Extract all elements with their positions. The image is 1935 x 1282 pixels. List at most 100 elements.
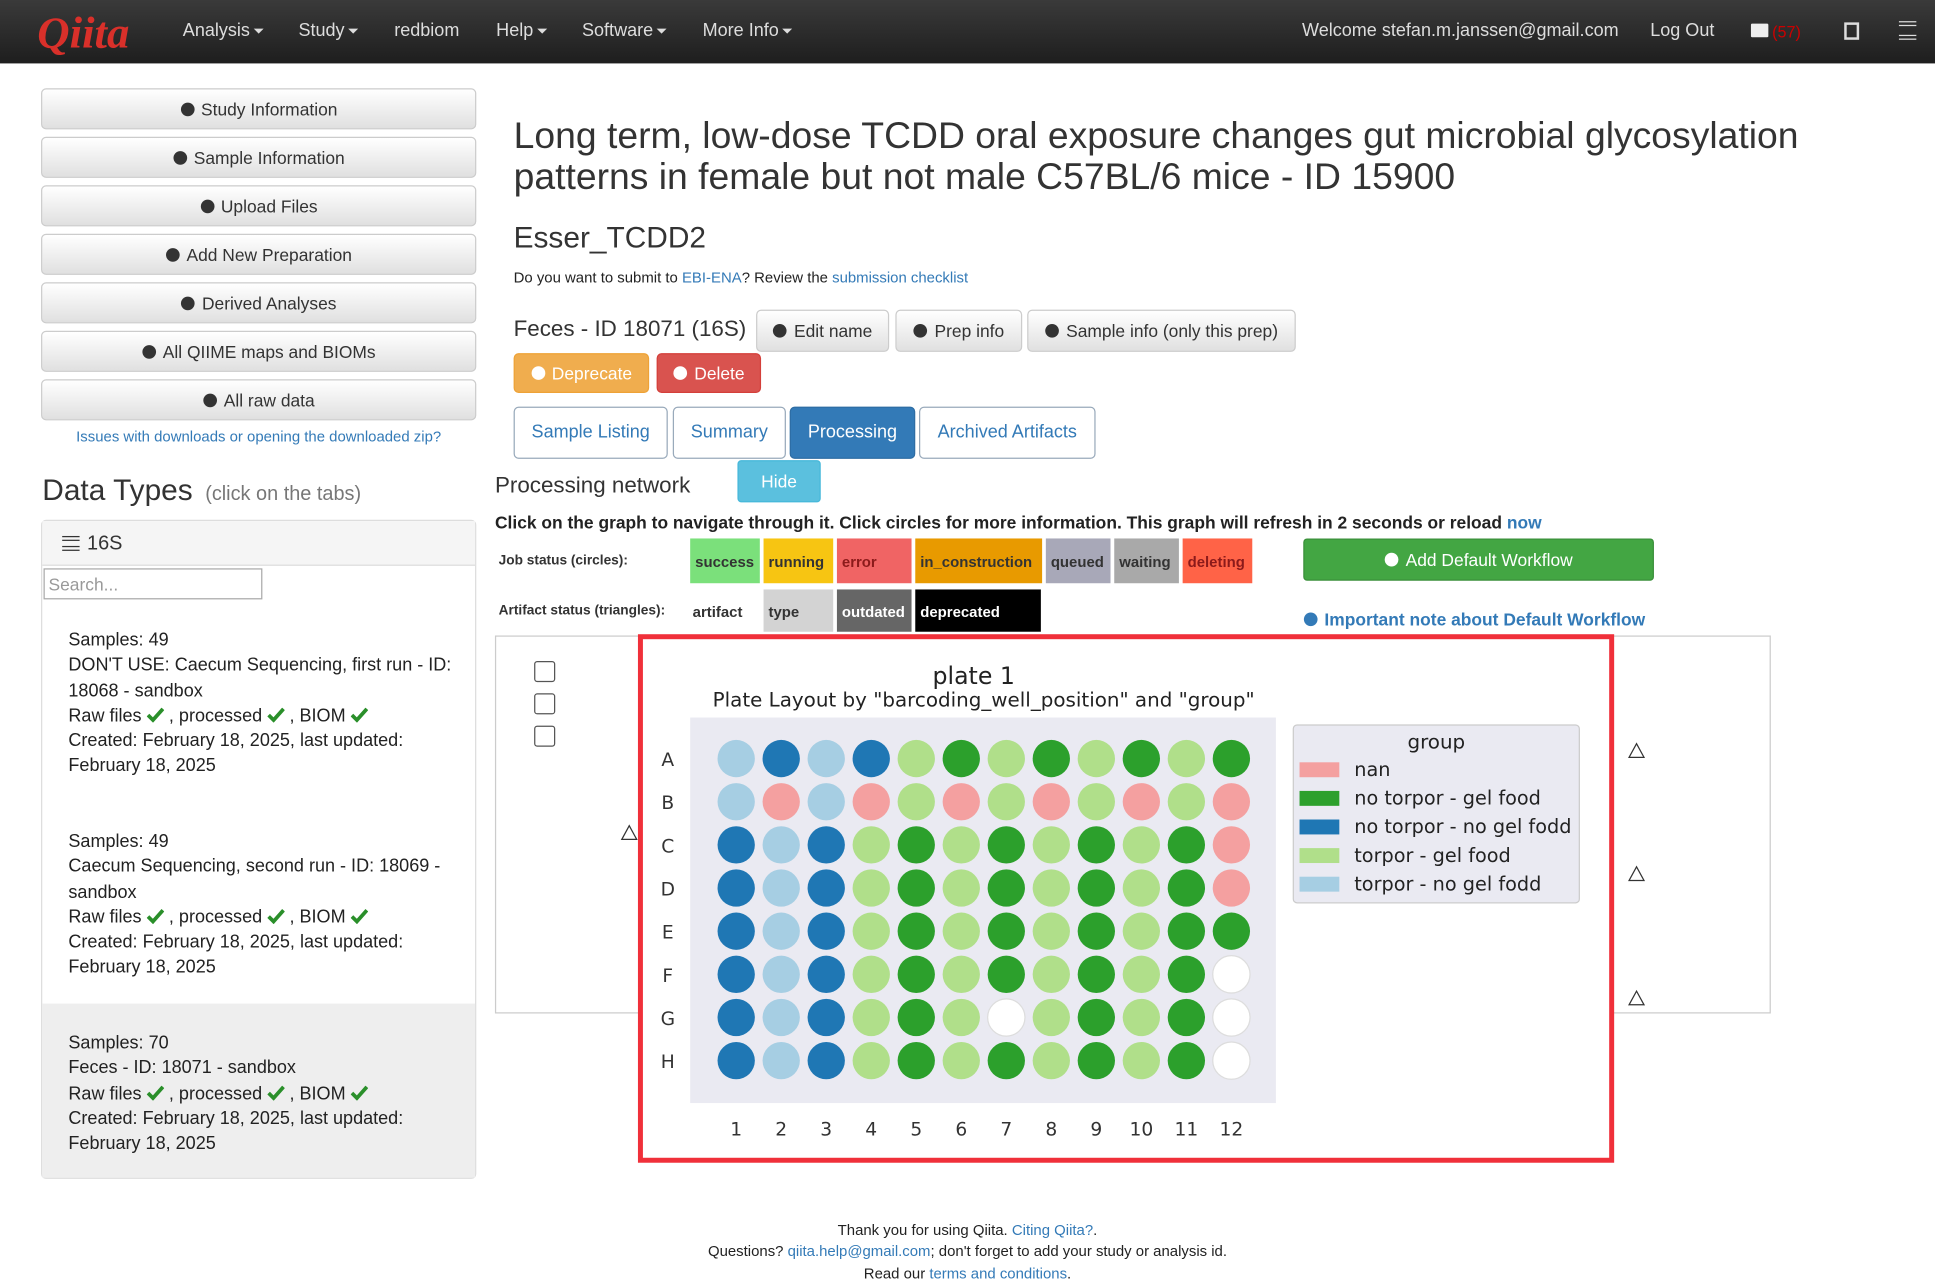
footer-link[interactable]: qiita.help@gmail.com [787, 1242, 931, 1260]
well [852, 1041, 890, 1080]
panel-header [42, 521, 476, 566]
delete-button[interactable]: Delete [656, 353, 762, 393]
tab[interactable]: Processing [789, 406, 916, 459]
logout-link[interactable]: Log Out [1650, 21, 1715, 42]
footer-text: Read our [863, 1264, 930, 1282]
prep-button[interactable]: Prep info [895, 309, 1023, 352]
data-types-hint: (click on the tabs) [205, 483, 362, 505]
sidebar-button[interactable]: Add New Preparation [41, 233, 477, 275]
hide-button[interactable]: Hide [737, 460, 821, 503]
row-label: H [661, 1052, 675, 1073]
column-label: 11 [1174, 1119, 1198, 1140]
welcome-text: Welcome stefan.m.janssen@gmail.com [1302, 21, 1619, 42]
important-note[interactable]: Important note about Default Workflow [1303, 609, 1645, 629]
well [942, 1041, 980, 1080]
prep-button[interactable]: Edit name [756, 309, 890, 352]
well [1032, 1041, 1070, 1080]
nav-menu-item[interactable]: Help [496, 22, 547, 40]
check-icon [146, 1085, 165, 1101]
footer-line: Read our terms and conditions. [0, 1265, 1935, 1282]
biom: , BIOM [289, 706, 346, 727]
network-box [494, 635, 1771, 1014]
brand-logo[interactable]: Qiita [37, 7, 130, 58]
icon [773, 323, 788, 338]
tab[interactable]: Sample Listing [513, 406, 668, 459]
now-link[interactable]: now [1506, 512, 1542, 533]
navbar [0, 0, 1935, 64]
well [987, 1041, 1025, 1080]
icon [531, 366, 545, 380]
biom: , BIOM [289, 1083, 346, 1104]
prep-item[interactable]: Samples: 49 DON'T USE: Caecum Sequencing,… [68, 628, 454, 779]
footer-line: Questions? qiita.help@gmail.com; don't f… [0, 1242, 1935, 1259]
prep-item[interactable]: Samples: 49 Caecum Sequencing, second run… [68, 829, 454, 980]
list-icon [1844, 22, 1860, 40]
processed: , processed [168, 907, 263, 928]
button-label: Deprecate [551, 363, 633, 384]
prep-samples: Samples: 70 [68, 1033, 169, 1054]
sidebar-button[interactable]: All QIIME maps and BIOMs [41, 330, 477, 372]
column-label: 12 [1220, 1119, 1244, 1140]
artifact-status: outdated [836, 589, 912, 632]
job-status: success [690, 538, 760, 584]
nav-menu-item[interactable]: Software [582, 22, 667, 40]
ebi-link[interactable]: EBI-ENA [681, 268, 742, 287]
column-label: 3 [820, 1119, 832, 1140]
caret [253, 28, 264, 34]
column-label: 9 [1090, 1119, 1102, 1140]
study-title: Long term, low-dose TCDD oral exposure c… [513, 115, 1799, 198]
job-status: waiting [1114, 538, 1179, 584]
add-default-workflow[interactable]: Add Default Workflow [1303, 538, 1654, 581]
data-types-title: Data Types [42, 473, 193, 508]
icon [165, 247, 180, 262]
raw-files: Raw files [68, 1083, 142, 1104]
icon [1385, 552, 1399, 567]
button-label: Delete [694, 363, 745, 384]
artifact-status: type [763, 589, 834, 632]
footer-link[interactable]: Citing Qiita? [1011, 1221, 1094, 1239]
prep-files: Raw files , processed , BIOM [68, 1081, 454, 1106]
caret [348, 28, 359, 34]
job-status: running [763, 538, 834, 584]
prep-created: Created: February 18, 2025, last updated… [68, 1109, 404, 1155]
icon [181, 295, 196, 310]
instructions: Click on the graph to navigate through i… [495, 512, 1542, 532]
nav-menu-item[interactable]: redbiom [394, 21, 460, 42]
caret [782, 28, 793, 34]
checklist-link[interactable]: submission checklist [832, 268, 969, 287]
prep-button[interactable]: Sample info (only this prep) [1027, 309, 1296, 352]
tab[interactable]: Archived Artifacts [918, 406, 1096, 459]
tab-16s[interactable]: 16S [87, 533, 123, 555]
column-label: 1 [730, 1119, 742, 1140]
check-icon [146, 707, 165, 723]
column-label: 2 [775, 1119, 787, 1140]
deprecate-button[interactable]: Deprecate [513, 353, 650, 393]
button-label: Edit name [793, 320, 873, 341]
sidebar-button[interactable]: Sample Information [41, 136, 477, 178]
nav-menu-item[interactable]: More Info [703, 22, 793, 40]
sidebar-button[interactable]: Derived Analyses [41, 282, 477, 324]
well [807, 1041, 845, 1080]
processed: , processed [168, 1083, 263, 1104]
search-input[interactable]: Search... [43, 568, 263, 600]
mail-icon [1750, 23, 1769, 38]
prep-item[interactable]: Samples: 70 Feces - ID: 18071 - sandbox Ra… [68, 1031, 454, 1157]
study-alias: Esser_TCDD2 [513, 221, 706, 255]
nav-menu-item[interactable]: Study [298, 22, 359, 40]
sidebar-button[interactable]: Study Information [41, 88, 477, 130]
issues-link[interactable]: Issues with downloads or opening the dow… [76, 427, 442, 446]
prep-name: Feces - ID: 18071 - sandbox [68, 1058, 296, 1079]
sidebar-button[interactable]: All raw data [41, 379, 477, 421]
footer-text: ; don't forget to add your study or anal… [930, 1242, 1228, 1260]
well [897, 1041, 935, 1080]
note-label: Important note about Default Workflow [1324, 609, 1646, 630]
tab[interactable]: Summary [672, 406, 786, 459]
sidebar-button[interactable]: Upload Files [41, 185, 477, 227]
footer-link[interactable]: terms and conditions [929, 1264, 1068, 1282]
prep-samples: Samples: 49 [68, 831, 169, 852]
button-label: Add New Preparation [186, 244, 352, 265]
job-status-label: Job status (circles): [498, 553, 628, 569]
message-count[interactable]: (57) [1772, 22, 1801, 42]
prep-files: Raw files , processed , BIOM [68, 704, 454, 729]
nav-menu-item[interactable]: Analysis [183, 22, 264, 40]
